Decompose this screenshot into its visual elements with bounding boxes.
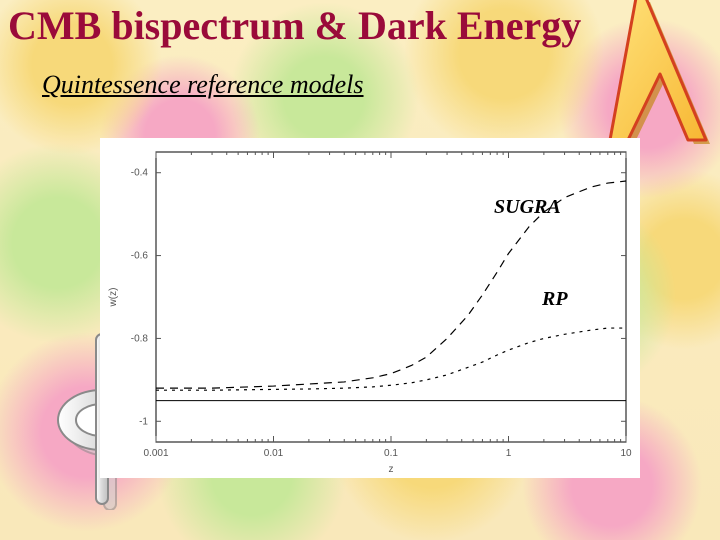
svg-text:0.001: 0.001	[143, 448, 168, 459]
svg-text:0.01: 0.01	[264, 448, 284, 459]
svg-text:-0.8: -0.8	[131, 333, 149, 344]
svg-text:1: 1	[506, 448, 512, 459]
svg-text:w(z): w(z)	[108, 288, 119, 308]
chart-container: -0.4 -0.6 -0.8 -1 0.001 0.01 0.1 1 10 z w(z) SUGRA…	[100, 138, 640, 478]
svg-text:10: 10	[620, 448, 632, 459]
svg-text:-0.4: -0.4	[131, 168, 149, 179]
svg-text:0.1: 0.1	[384, 448, 398, 459]
curve-label-sugra: SUGRA	[494, 196, 561, 219]
svg-text:z: z	[389, 464, 394, 475]
slide-title: CMB bispectrum & Dark Energy	[8, 6, 581, 46]
slide: CMB bispectrum & Dark Energy Quintessenc…	[0, 0, 720, 540]
svg-text:-0.6: -0.6	[131, 251, 149, 262]
curve-label-rp: RP	[542, 288, 568, 311]
slide-subtitle: Quintessence reference models	[42, 70, 364, 100]
svg-text:-1: -1	[139, 416, 148, 427]
